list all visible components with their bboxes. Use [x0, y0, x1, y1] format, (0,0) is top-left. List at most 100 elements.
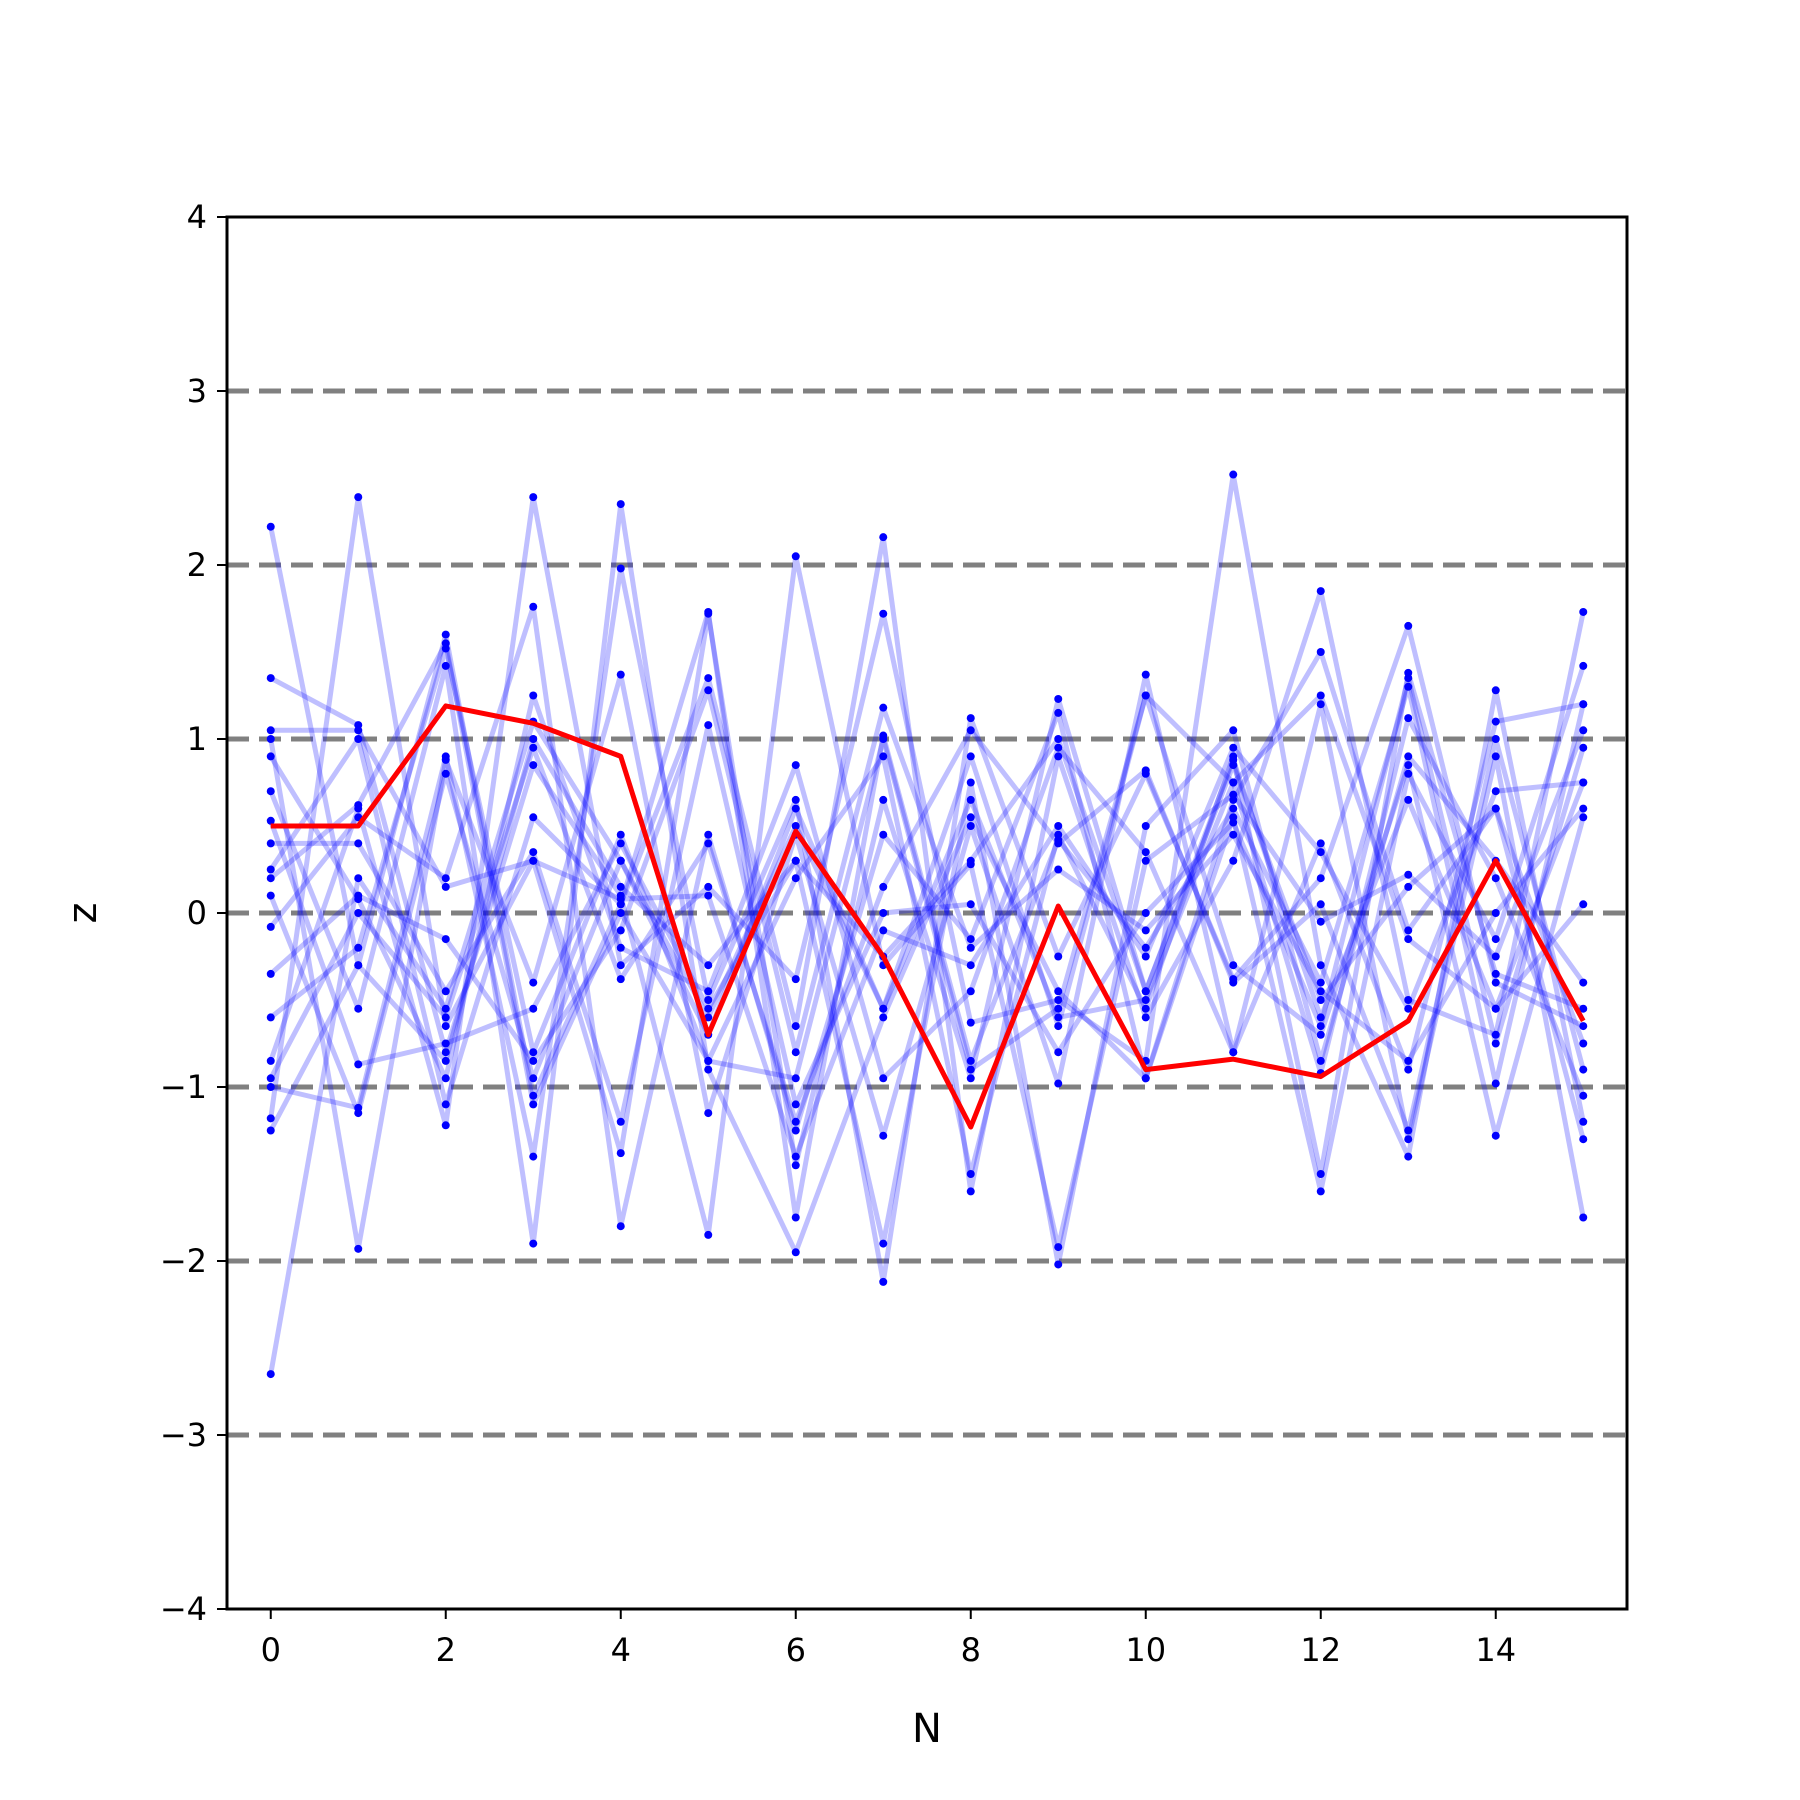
series-3-point	[791, 552, 800, 561]
series-4-point	[1054, 694, 1063, 703]
series-line-8	[268, 534, 1586, 1194]
series-13-point	[1141, 848, 1150, 857]
series-12-point	[1491, 909, 1500, 917]
y-tick-label: −2	[160, 1242, 207, 1280]
series-20-point	[879, 926, 888, 935]
series-6-point	[1491, 686, 1500, 695]
series-18-point	[354, 801, 363, 810]
series-2-point	[354, 874, 363, 883]
series-14-point	[1054, 830, 1063, 839]
series-12-point	[1316, 987, 1325, 996]
series-18-point	[1404, 761, 1413, 770]
series-2-point	[1404, 714, 1413, 723]
highlight-series-line	[270, 703, 1586, 1130]
y-tick-label: −3	[160, 1416, 207, 1454]
series-14-point	[266, 1013, 275, 1022]
series-line-5	[268, 672, 1586, 1252]
series-6-point	[966, 1018, 975, 1027]
x-tick-label: 0	[261, 1631, 281, 1669]
series-12-point	[1579, 804, 1588, 813]
series-3-point	[1404, 870, 1413, 879]
series-4-point	[616, 1149, 625, 1158]
series-20-point	[1404, 1004, 1413, 1013]
series-line-18	[269, 640, 1586, 1139]
series-16-point	[1229, 778, 1238, 787]
series-18-point	[1491, 1131, 1500, 1140]
x-tick-label: 14	[1475, 1631, 1516, 1669]
series-14-point	[966, 1170, 975, 1178]
series-13-point	[529, 691, 538, 700]
series-20-point	[616, 895, 625, 904]
series-line-9	[270, 565, 1585, 1285]
series-16-point	[879, 1004, 888, 1013]
x-tick-label: 8	[961, 1631, 981, 1669]
series-20-point	[1054, 822, 1063, 830]
series-15-point	[879, 909, 888, 917]
series-18-point	[791, 1074, 800, 1083]
series-20-point	[1229, 743, 1238, 752]
series-17-point	[791, 1117, 800, 1126]
series-11-point	[616, 839, 625, 848]
series-19-point	[1054, 735, 1063, 743]
series-5-point	[879, 1131, 888, 1140]
series-15-point	[704, 721, 713, 730]
series-line-10	[268, 604, 1586, 1229]
series-2-point	[266, 1370, 275, 1379]
series-16-point	[616, 856, 625, 865]
series-10-point	[529, 602, 538, 611]
series-20-point	[704, 891, 713, 900]
series-3-point	[1491, 952, 1500, 961]
series-6-point	[1054, 996, 1063, 1004]
y-tick-label: 0	[187, 894, 207, 932]
series-14-point	[616, 830, 625, 839]
series-7-point	[966, 813, 975, 822]
series-12-point	[1229, 830, 1238, 839]
series-5-point	[966, 822, 975, 830]
series-7-point	[529, 1239, 538, 1248]
series-15-point	[1491, 1039, 1500, 1048]
series-5-point	[704, 1109, 713, 1118]
series-11-point	[354, 1060, 363, 1069]
series-14-point	[791, 874, 800, 883]
series-19-point	[1579, 1039, 1588, 1048]
series-5-point	[1141, 670, 1150, 679]
series-8-point	[1229, 856, 1238, 865]
series-11-point	[879, 1239, 888, 1248]
series-12-point	[616, 926, 625, 935]
series-5-point	[266, 735, 275, 743]
series-8-point	[529, 813, 538, 822]
series-19-point	[1404, 882, 1413, 891]
y-tick-label: −1	[160, 1068, 207, 1106]
series-7-point	[266, 787, 275, 796]
series-18-point	[1229, 961, 1238, 970]
series-11-point	[1141, 822, 1150, 830]
x-tick-label: 2	[436, 1631, 456, 1669]
series-17-point	[354, 909, 363, 917]
series-6-point	[1316, 961, 1325, 970]
series-12-point	[529, 1056, 538, 1065]
series-10-point	[1054, 708, 1063, 717]
series-16-point	[1316, 691, 1325, 700]
series-line-6	[268, 472, 1586, 1160]
series-7-point	[1404, 926, 1413, 935]
series-13-point	[1229, 1048, 1238, 1057]
series-line-20	[270, 727, 1584, 1160]
series-20-point	[1316, 848, 1325, 857]
series-20-point	[791, 1152, 800, 1161]
y-tick-label: 1	[187, 720, 207, 758]
series-12-point	[704, 686, 713, 695]
series-18-point	[704, 1056, 713, 1065]
series-5-point	[354, 1244, 363, 1253]
series-20-point	[441, 882, 450, 891]
series-6-point	[791, 975, 800, 984]
series-6-point	[616, 961, 625, 970]
series-12-point	[1141, 926, 1150, 935]
series-line-14	[269, 646, 1585, 1177]
series-15-point	[1316, 1022, 1325, 1031]
series-5-point	[616, 670, 625, 679]
series-19-point	[1316, 996, 1325, 1004]
series-9-point	[704, 996, 713, 1004]
series-20-point	[354, 726, 363, 735]
series-5-point	[529, 978, 538, 987]
series-8-point	[1141, 1013, 1150, 1022]
